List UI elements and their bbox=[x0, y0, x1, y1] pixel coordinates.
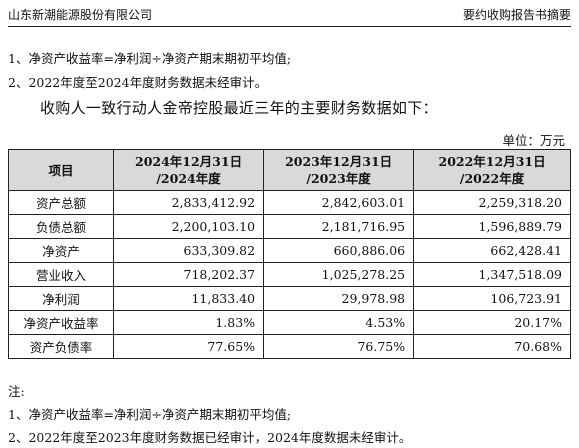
row-value: 1,347,518.09 bbox=[413, 262, 571, 287]
row-value: 11,833.40 bbox=[113, 286, 265, 311]
top-note-2: 2、2022年度至2024年度财务数据未经审计。 bbox=[8, 75, 268, 90]
bottom-note-2: 2、2022年度至2023年度财务数据已经审计，2024年度数据未经审计。 bbox=[8, 430, 412, 445]
unit-label: 单位：万元 bbox=[502, 133, 565, 148]
row-value: 4.53% bbox=[263, 310, 415, 335]
table-row: 资产总额 2,833,412.92 2,842,603.01 2,259,318.20 bbox=[7, 190, 571, 215]
table-row: 净利润 11,833.40 29,978.98 106,723.91 bbox=[7, 286, 571, 311]
intro-paragraph: 收购人一致行动人金帝控股最近三年的主要财务数据如下： bbox=[40, 99, 438, 117]
table-row: 负债总额 2,200,103.10 2,181,716.95 1,596,889.79 bbox=[7, 214, 571, 239]
table-row: 净资产收益率 1.83% 4.53% 20.17% bbox=[7, 310, 571, 335]
notes-label: 注: bbox=[8, 384, 25, 399]
table-row: 营业收入 718,202.37 1,025,278.25 1,347,518.09 bbox=[7, 262, 571, 287]
row-value: 77.65% bbox=[113, 334, 265, 359]
row-value: 29,978.98 bbox=[263, 286, 415, 311]
header-2024: 2024年12月31日/2024年度 bbox=[113, 149, 265, 191]
row-label: 资产负债率 bbox=[7, 334, 115, 359]
row-value: 1.83% bbox=[113, 310, 265, 335]
row-label: 净资产 bbox=[7, 238, 115, 263]
row-value: 1,596,889.79 bbox=[413, 214, 571, 239]
row-value: 2,833,412.92 bbox=[113, 190, 265, 215]
financial-data-table: 项目 2024年12月31日/2024年度 2023年12月31日/2023年度… bbox=[7, 149, 571, 359]
table-row: 净资产 633,309.82 660,886.06 662,428.41 bbox=[7, 238, 571, 263]
row-value: 106,723.91 bbox=[413, 286, 571, 311]
row-value: 2,842,603.01 bbox=[263, 190, 415, 215]
table-header-row: 项目 2024年12月31日/2024年度 2023年12月31日/2023年度… bbox=[7, 149, 571, 191]
row-value: 633,309.82 bbox=[113, 238, 265, 263]
row-value: 660,886.06 bbox=[263, 238, 415, 263]
row-label: 负债总额 bbox=[7, 214, 115, 239]
page-header: 山东新潮能源股份有限公司 要约收购报告书摘要 bbox=[8, 4, 571, 27]
row-label: 净利润 bbox=[7, 286, 115, 311]
header-2022: 2022年12月31日/2022年度 bbox=[413, 149, 571, 191]
row-value: 2,200,103.10 bbox=[113, 214, 265, 239]
header-item: 项目 bbox=[7, 149, 115, 191]
row-value: 20.17% bbox=[413, 310, 571, 335]
row-label: 净资产收益率 bbox=[7, 310, 115, 335]
table-row: 资产负债率 77.65% 76.75% 70.68% bbox=[7, 334, 571, 359]
top-note-1: 1、净资产收益率=净利润÷净资产期末期初平均值; bbox=[8, 51, 292, 66]
row-value: 662,428.41 bbox=[413, 238, 571, 263]
row-value: 76.75% bbox=[263, 334, 415, 359]
row-value: 70.68% bbox=[413, 334, 571, 359]
row-value: 718,202.37 bbox=[113, 262, 265, 287]
row-value: 1,025,278.25 bbox=[263, 262, 415, 287]
bottom-note-1: 1、净资产收益率=净利润÷净资产期末期初平均值; bbox=[8, 407, 292, 422]
row-value: 2,181,716.95 bbox=[263, 214, 415, 239]
header-2023: 2023年12月31日/2023年度 bbox=[263, 149, 415, 191]
row-label: 资产总额 bbox=[7, 190, 115, 215]
row-label: 营业收入 bbox=[7, 262, 115, 287]
row-value: 2,259,318.20 bbox=[413, 190, 571, 215]
company-name: 山东新潮能源股份有限公司 bbox=[8, 8, 153, 22]
document-title: 要约收购报告书摘要 bbox=[462, 8, 571, 22]
